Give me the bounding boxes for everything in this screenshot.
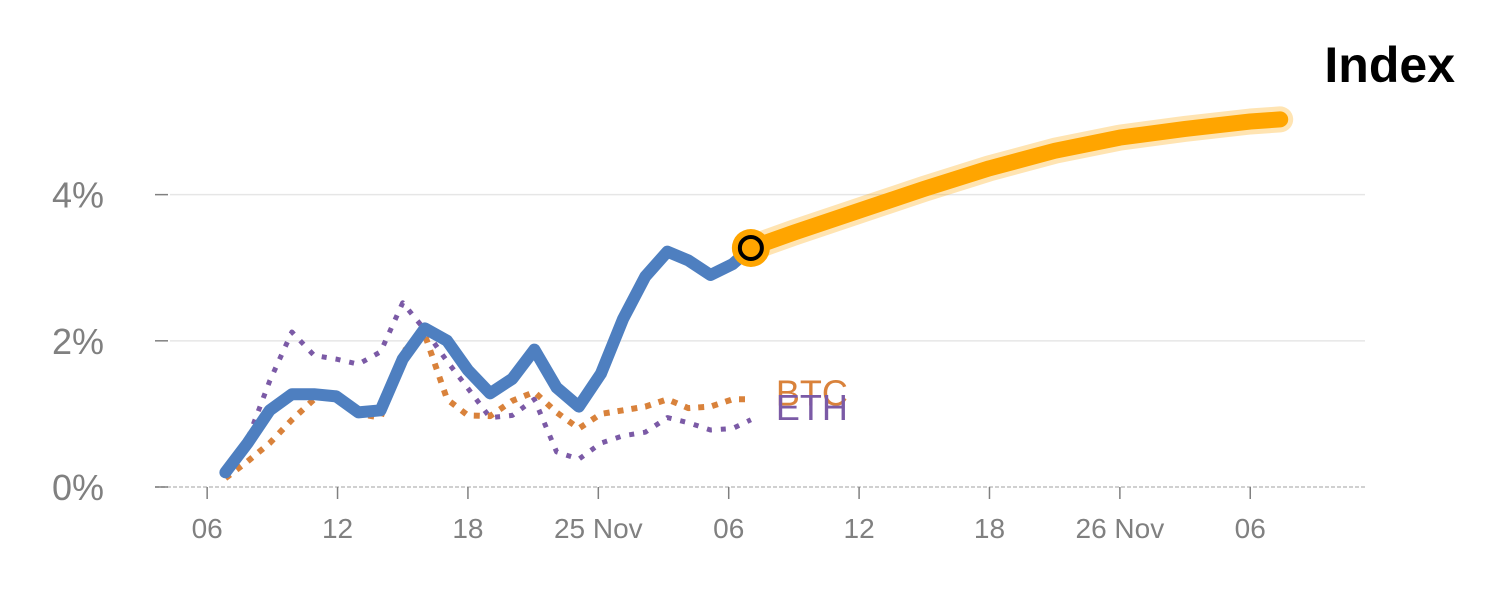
series-group <box>219 106 1294 481</box>
grid-lines <box>170 193 1365 342</box>
x-tick-label-8: 06 <box>1235 513 1266 544</box>
x-tick-label-2: 18 <box>452 513 483 544</box>
x-axis-ticks: 06 12 18 25 Nov 06 12 18 26 Nov 06 <box>192 487 1266 544</box>
y-tick-label-2: 4% <box>52 175 104 216</box>
x-tick-label-6: 18 <box>974 513 1005 544</box>
series-eth-line <box>223 300 752 474</box>
series-label-eth: ETH <box>776 387 848 428</box>
endpoint-marker <box>737 234 764 261</box>
x-tick-label-5: 12 <box>844 513 875 544</box>
y-tick-label-0: 0% <box>52 467 104 508</box>
series-btc-line <box>223 332 751 481</box>
y-tick-label-1: 2% <box>52 321 104 362</box>
series-label-btc: BTC <box>776 372 848 413</box>
x-tick-label-7: 26 Nov <box>1076 513 1165 544</box>
x-tick-label-3: 25 Nov <box>554 513 643 544</box>
marker-group <box>731 228 770 267</box>
chart-title: Index <box>1324 37 1455 93</box>
y-axis: 0% 2% 4% <box>52 175 168 508</box>
x-tick-label-4: 06 <box>713 513 744 544</box>
x-tick-label-1: 12 <box>322 513 353 544</box>
series-index-line <box>219 242 757 479</box>
x-tick-label-0: 06 <box>192 513 223 544</box>
series-forecast-line <box>742 111 1289 256</box>
